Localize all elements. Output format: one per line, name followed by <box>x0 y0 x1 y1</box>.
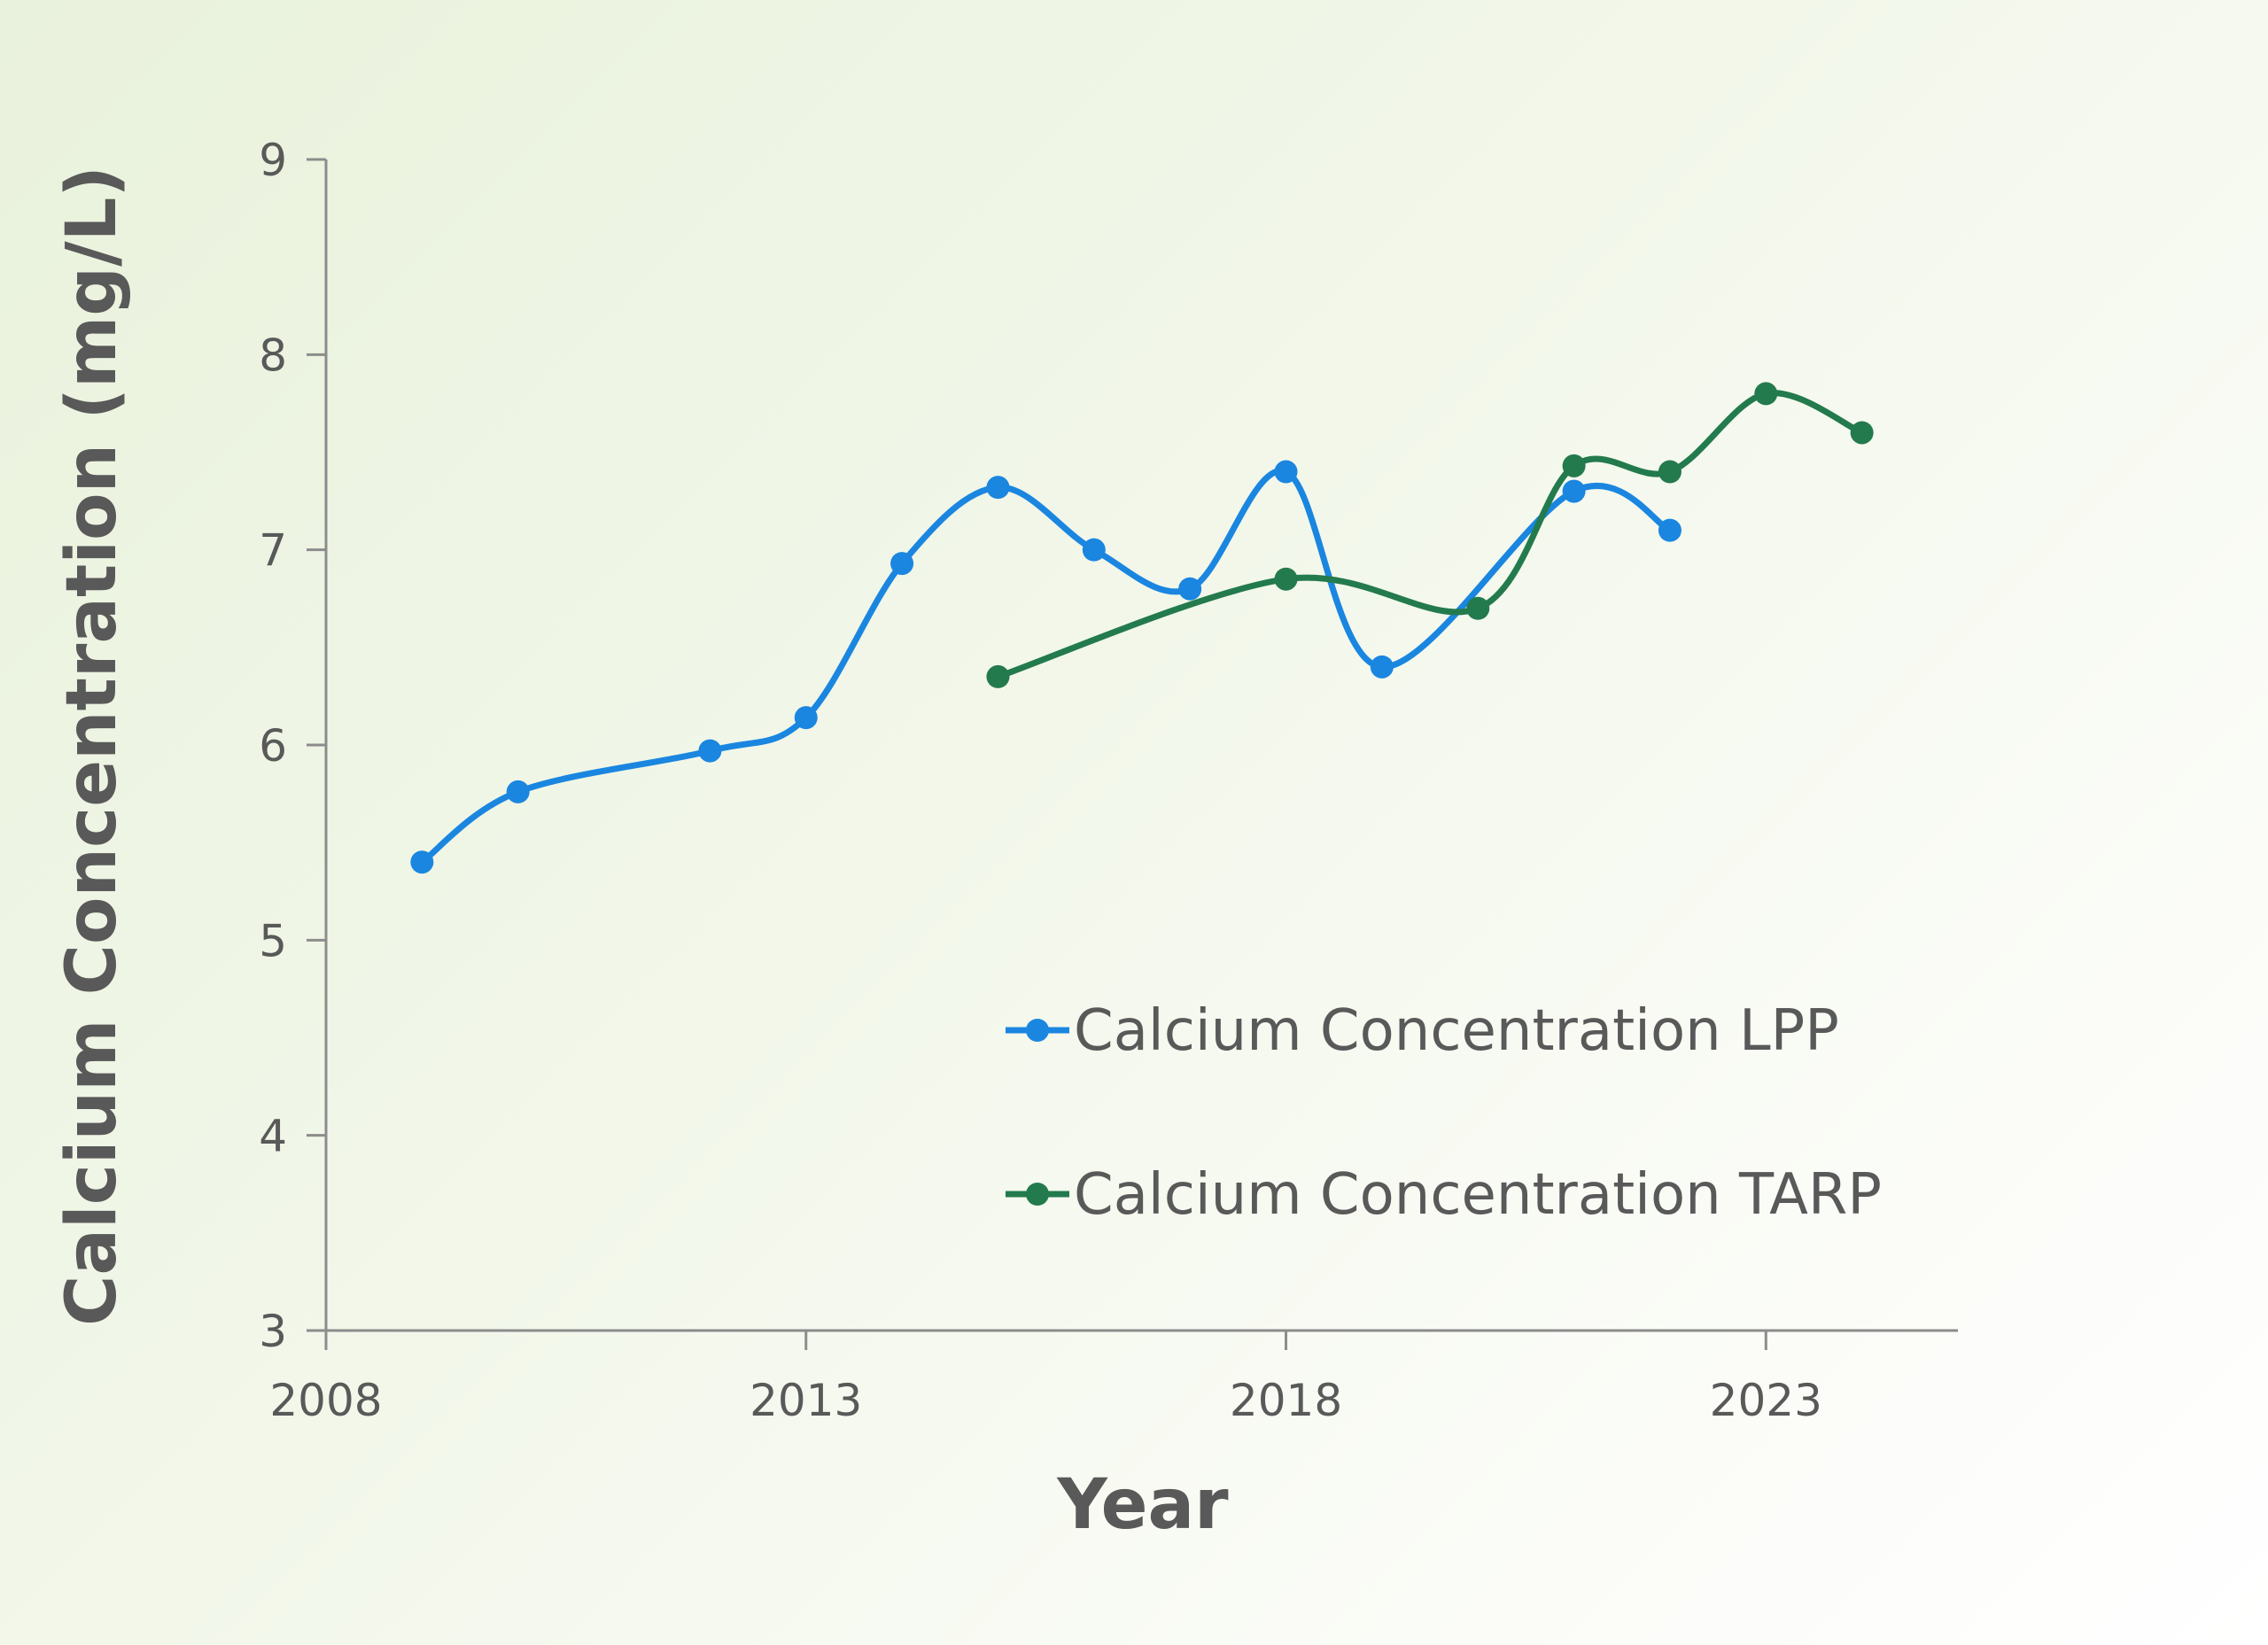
legend-label: Calcium Concentration LPP <box>1074 998 1839 1064</box>
data-point <box>1274 567 1298 591</box>
legend-marker <box>1026 1019 1049 1042</box>
x-axis-title: Year <box>1056 1465 1229 1545</box>
y-axis-ticks: 3 4 5 6 7 8 9 <box>259 135 326 1357</box>
data-point <box>1562 479 1586 503</box>
legend-label: Calcium Concentration TARP <box>1074 1162 1882 1228</box>
series-tarp <box>986 382 1874 688</box>
x-tick-label: 2023 <box>1710 1375 1822 1426</box>
data-point <box>1754 382 1778 406</box>
data-point <box>794 706 818 730</box>
data-point <box>986 476 1010 500</box>
data-point <box>1370 655 1394 679</box>
data-point <box>1274 460 1298 484</box>
x-tick-label: 2013 <box>750 1375 862 1426</box>
series-lpp <box>410 460 1682 874</box>
data-point <box>986 664 1010 688</box>
data-point <box>1658 460 1682 484</box>
data-point <box>506 780 530 803</box>
data-point <box>1178 577 1202 601</box>
data-point <box>890 552 914 576</box>
y-tick-label: 4 <box>259 1111 287 1162</box>
y-tick-label: 9 <box>259 135 287 186</box>
data-point <box>1850 421 1874 445</box>
y-tick-label: 6 <box>259 720 287 772</box>
y-tick-label: 7 <box>259 525 287 577</box>
series-line <box>994 390 1866 680</box>
data-point <box>1082 538 1106 562</box>
x-tick-label: 2018 <box>1230 1375 1342 1426</box>
x-axis-ticks: 2008 2013 2018 2023 <box>269 1331 1822 1426</box>
data-point <box>410 850 434 874</box>
y-tick-label: 3 <box>259 1306 287 1357</box>
data-point <box>1658 518 1682 542</box>
series-layer <box>410 382 1874 874</box>
series-line <box>418 468 1674 865</box>
legend-marker <box>1026 1183 1049 1206</box>
y-tick-label: 8 <box>259 330 287 381</box>
x-tick-label: 2008 <box>269 1375 382 1426</box>
legend-item: Calcium Concentration LPP <box>1006 998 1839 1064</box>
data-point <box>1466 596 1490 620</box>
legend: Calcium Concentration LPP Calcium Concent… <box>1006 998 1882 1228</box>
legend-item: Calcium Concentration TARP <box>1006 1162 1882 1228</box>
y-axis-title: Calcium Concentration (mg/L) <box>52 166 132 1326</box>
data-point <box>698 739 722 763</box>
data-point <box>1562 454 1586 477</box>
y-tick-label: 5 <box>259 915 287 966</box>
axes: 3 4 5 6 7 8 9 2008 2013 2018 2023 <box>259 135 1958 1426</box>
